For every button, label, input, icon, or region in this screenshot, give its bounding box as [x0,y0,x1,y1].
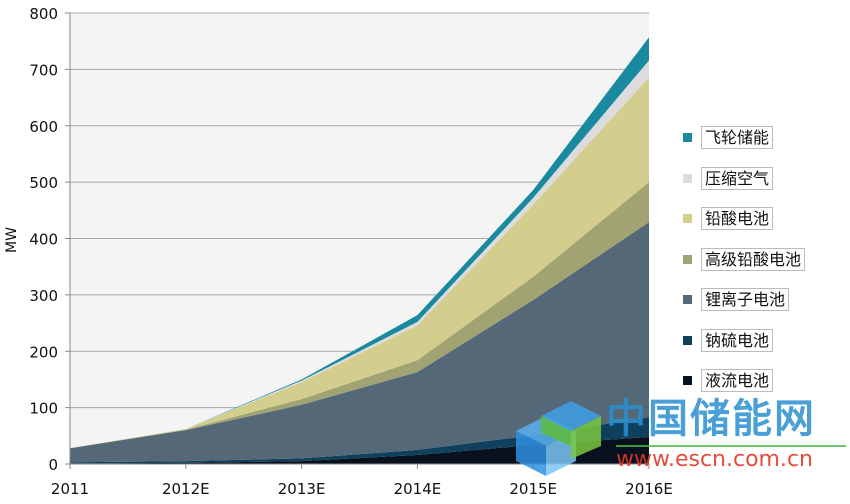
legend-item: 高级铅酸电池 [683,247,806,271]
area-series-0 [70,436,649,464]
legend-swatch [683,295,692,304]
legend-item: 钠硫电池 [683,328,774,352]
y-tick-label: 0 [48,456,58,474]
x-tick-label: 2012E [162,480,210,498]
y-tick-label: 500 [29,174,58,192]
legend-swatch [683,254,692,264]
legend-swatch [683,335,692,345]
legend-swatch [683,214,692,223]
legend-label: 锂离子电池 [701,288,790,311]
y-tick-label: 200 [29,343,58,361]
y-tick-label: 700 [29,61,58,79]
x-tick-label: 2016E [625,480,673,498]
legend-label: 飞轮储能 [701,126,774,149]
area-series-4 [70,77,649,449]
legend-swatch [683,133,692,142]
legend-label: 液流电池 [701,369,774,392]
y-tick-label: 600 [29,118,58,136]
legend-label: 铅酸电池 [701,207,774,230]
legend-swatch [683,376,692,385]
x-tick-label: 2013E [278,480,326,498]
x-tick-label: 2011 [51,480,89,498]
legend-label: 钠硫电池 [701,328,774,352]
y-tick-label: 100 [29,400,58,418]
x-tick-label: 2014E [394,480,442,498]
y-tick-label: 300 [29,287,58,305]
legend-item: 液流电池 [683,369,774,392]
legend-label: 压缩空气 [701,166,774,190]
legend-item: 压缩空气 [683,166,774,190]
y-axis-label: MW [4,227,20,253]
legend-item: 锂离子电池 [683,288,790,311]
area-series-2 [70,222,649,463]
y-tick-label: 800 [29,5,58,23]
y-tick-label: 400 [29,231,58,249]
legend-item: 铅酸电池 [683,207,774,230]
legend-swatch [683,173,692,183]
legend-item: 飞轮储能 [683,126,774,149]
x-tick-label: 2015E [509,480,557,498]
legend-label: 高级铅酸电池 [701,247,806,271]
